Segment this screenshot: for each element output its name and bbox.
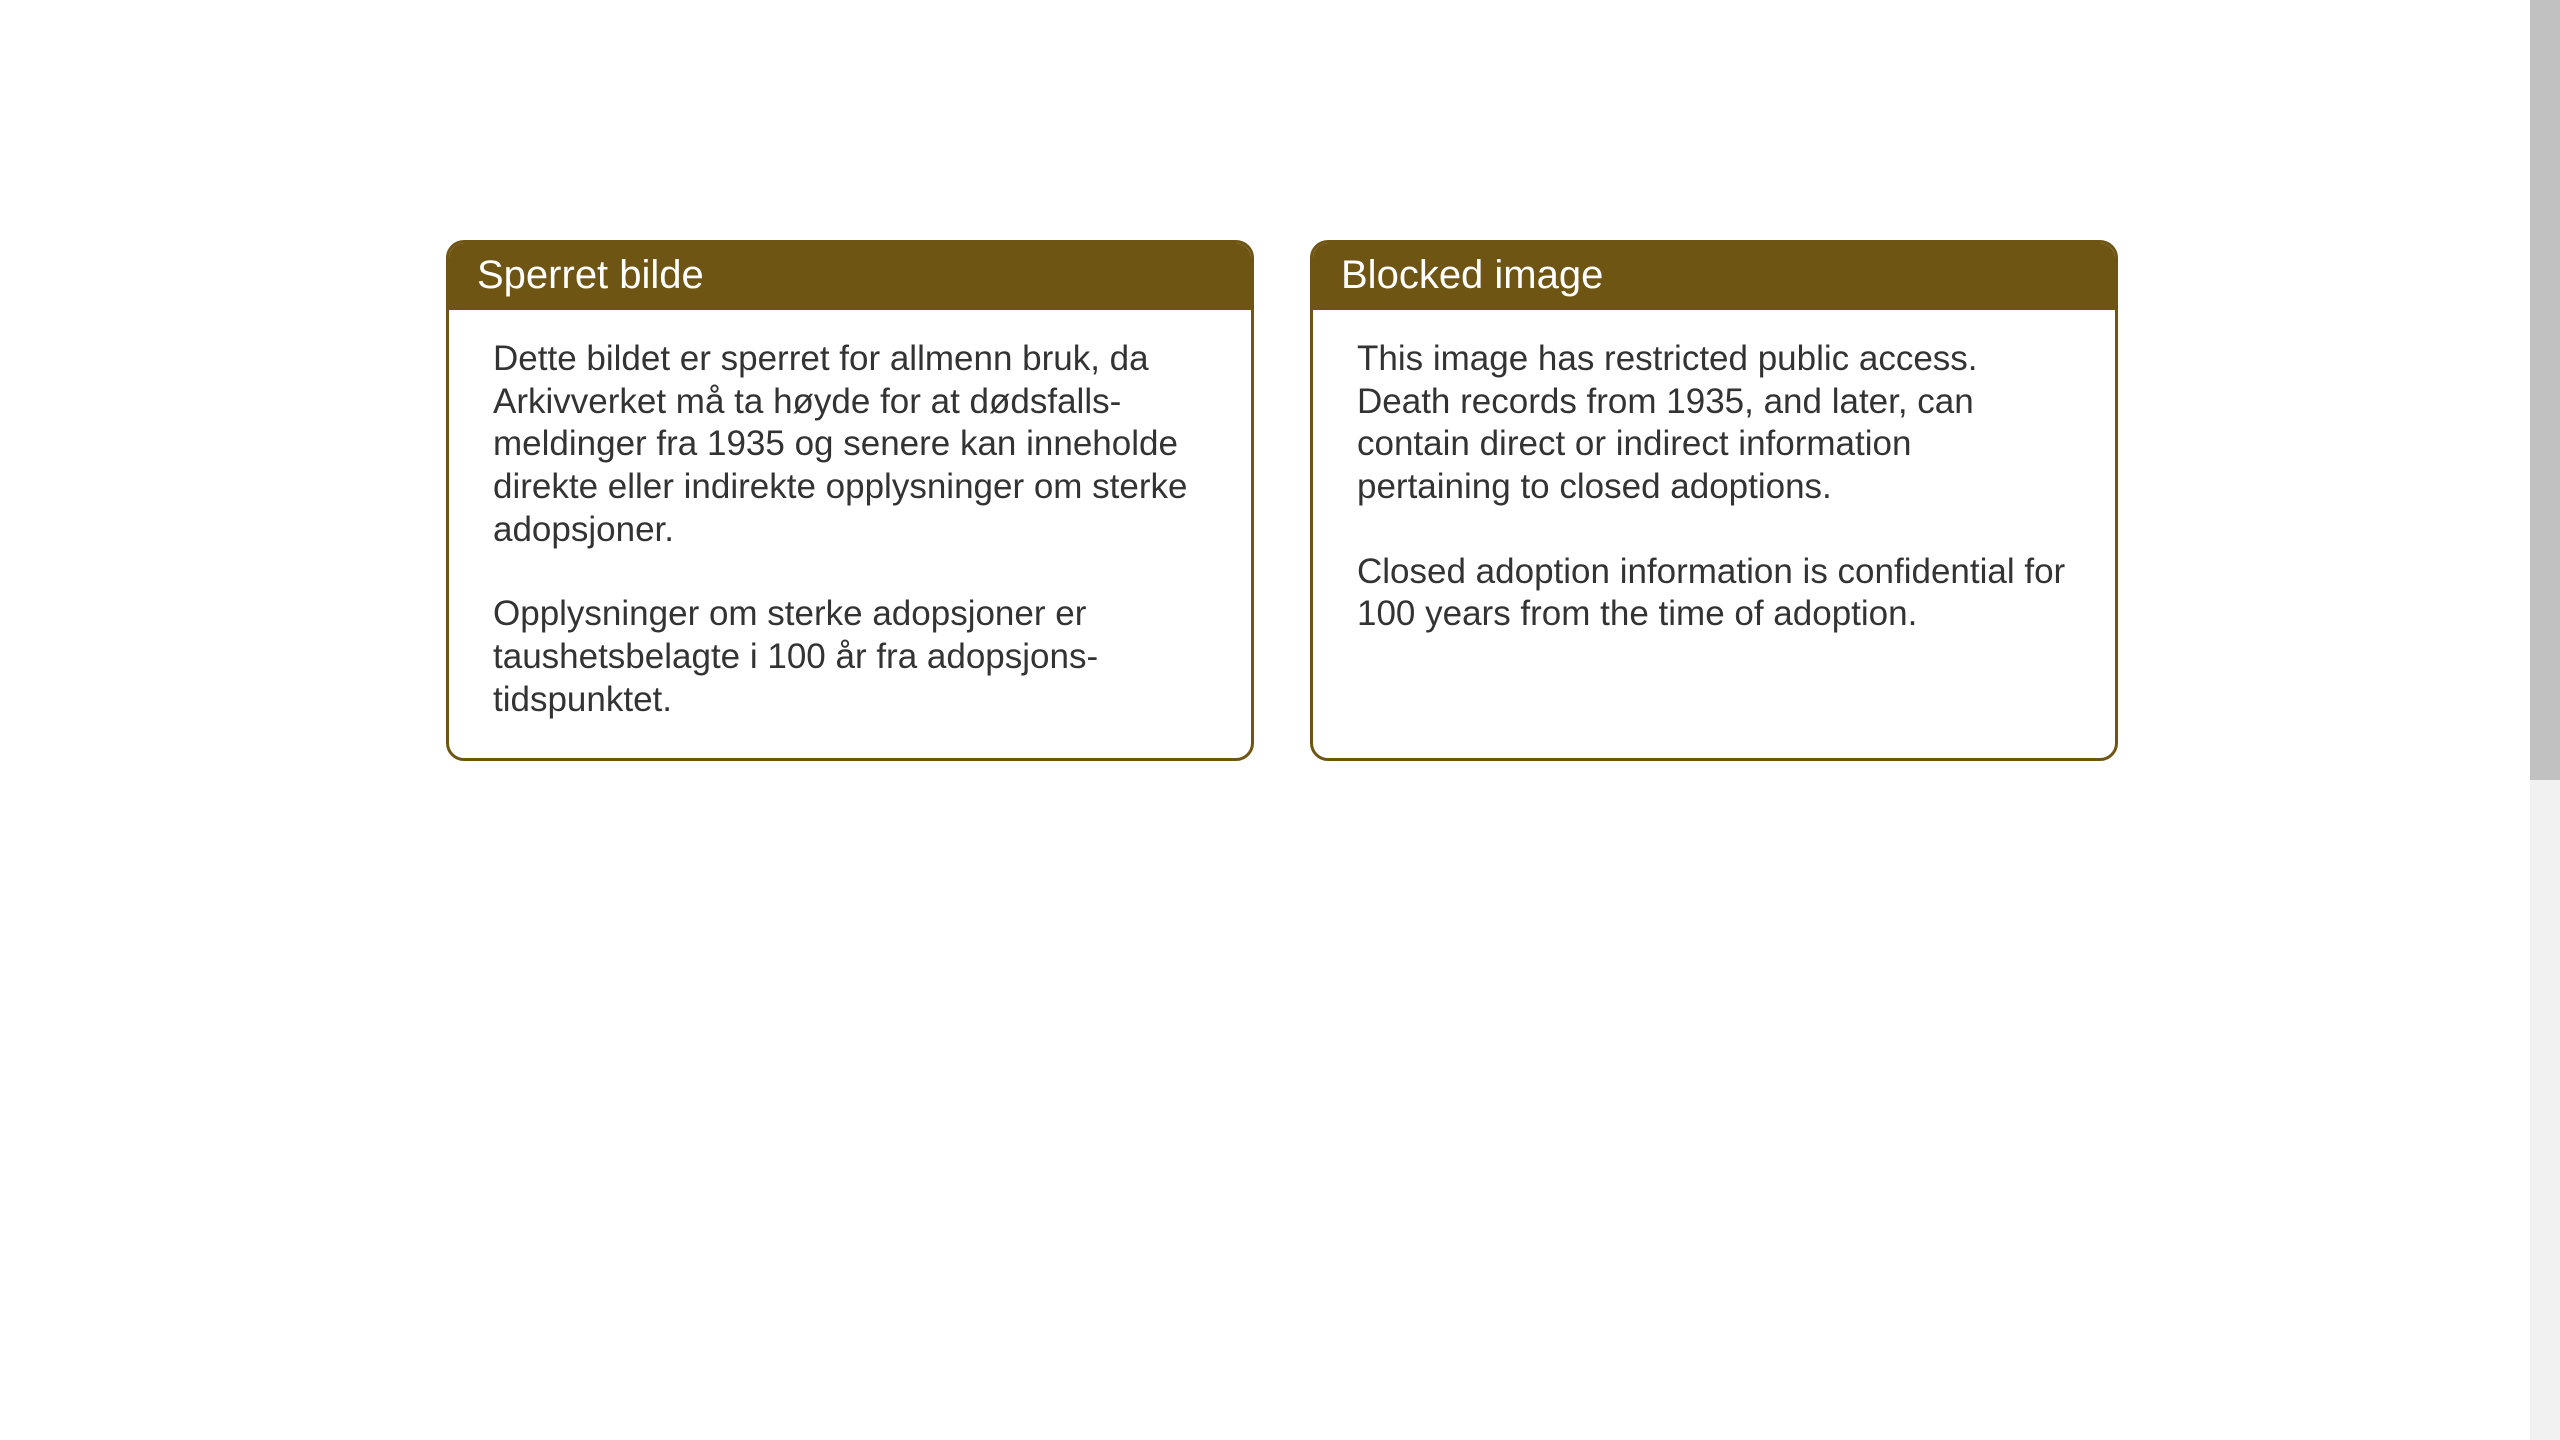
card-paragraph-2-english: Closed adoption information is confident…	[1357, 551, 2071, 636]
card-header-english: Blocked image	[1313, 243, 2115, 310]
card-paragraph-1-english: This image has restricted public access.…	[1357, 338, 2071, 509]
scrollbar-thumb[interactable]	[2530, 0, 2560, 780]
notice-card-norwegian: Sperret bilde Dette bildet er sperret fo…	[446, 240, 1254, 761]
card-title-norwegian: Sperret bilde	[477, 253, 704, 297]
notice-container: Sperret bilde Dette bildet er sperret fo…	[446, 240, 2118, 761]
notice-card-english: Blocked image This image has restricted …	[1310, 240, 2118, 761]
scrollbar-track[interactable]	[2530, 0, 2560, 1440]
card-paragraph-1-norwegian: Dette bildet er sperret for allmenn bruk…	[493, 338, 1207, 551]
card-body-english: This image has restricted public access.…	[1313, 310, 2115, 714]
card-paragraph-2-norwegian: Opplysninger om sterke adopsjoner er tau…	[493, 593, 1207, 721]
card-title-english: Blocked image	[1341, 253, 1603, 297]
card-header-norwegian: Sperret bilde	[449, 243, 1251, 310]
card-body-norwegian: Dette bildet er sperret for allmenn bruk…	[449, 310, 1251, 758]
